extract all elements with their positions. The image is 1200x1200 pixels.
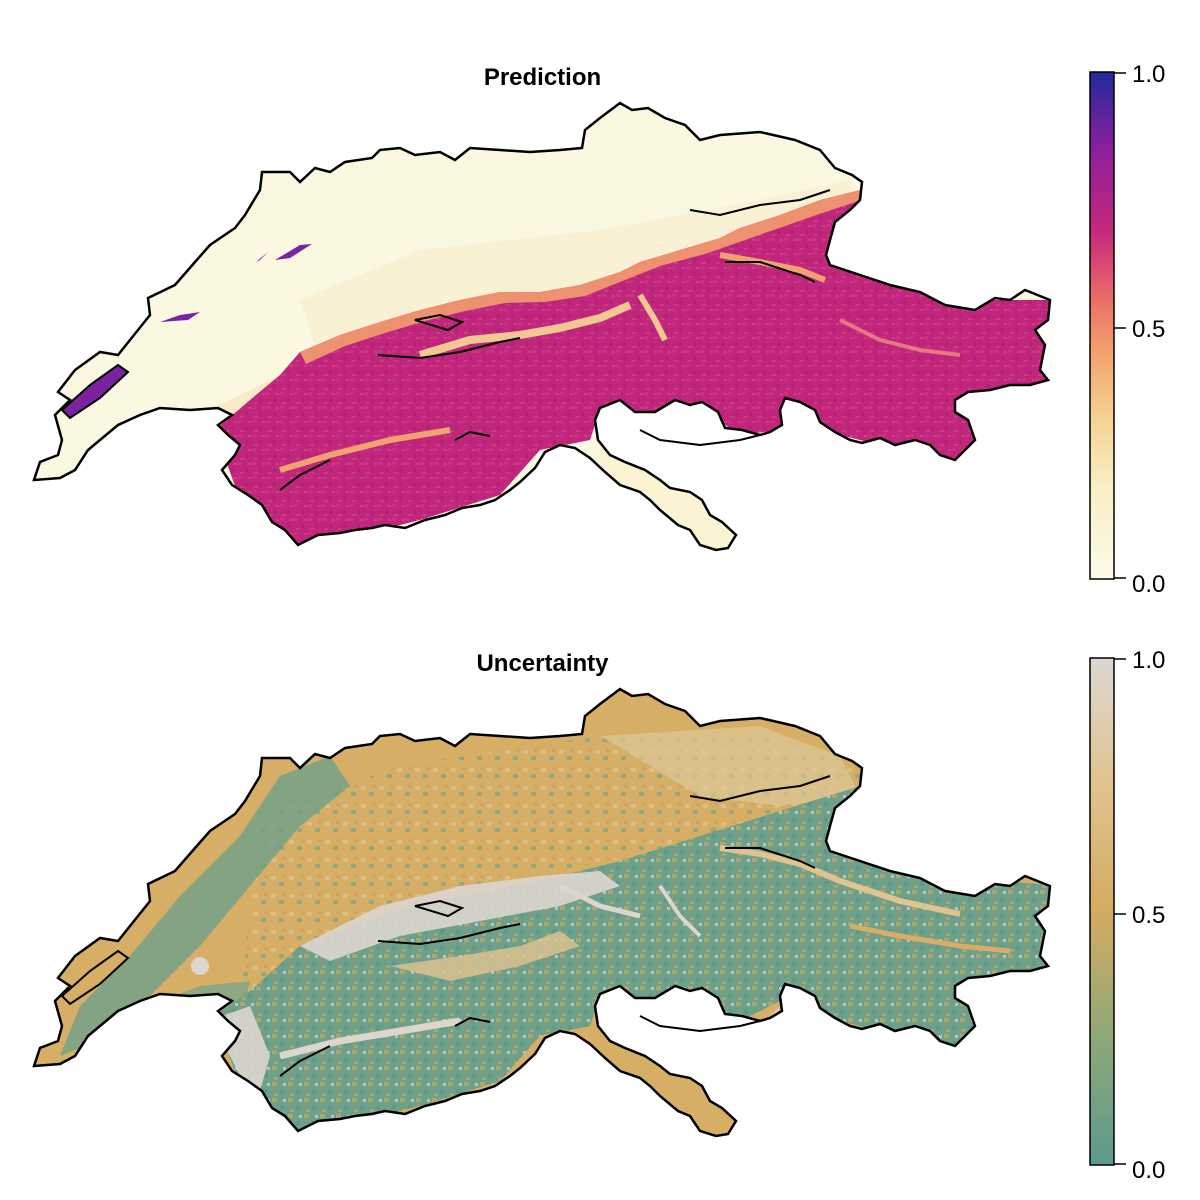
- uncertainty-panel: Uncertainty: [0, 586, 1200, 1186]
- prediction-map-svg: 1.0 0.5 0.0: [32, 61, 1165, 598]
- prediction-colorbar: 1.0 0.5 0.0: [1089, 61, 1165, 598]
- colorbar-gradient: [1089, 71, 1115, 580]
- colorbar-tick-label: 0.0: [1132, 571, 1165, 598]
- colorbar-tick-label: 0.0: [1132, 1157, 1165, 1184]
- colorbar-tick-label: 1.0: [1132, 61, 1165, 88]
- lake-outlines: [60, 775, 831, 1077]
- prediction-title: Prediction: [483, 64, 602, 91]
- colorbar-tick-label: 0.5: [1132, 316, 1165, 343]
- colorbar-tick-label: 1.0: [1132, 647, 1165, 674]
- colorbar-tick-label: 0.5: [1132, 902, 1165, 929]
- lake-outlines: [60, 189, 831, 491]
- colorbar-gradient: [1089, 657, 1115, 1166]
- prediction-panel: Prediction: [32, 61, 1165, 598]
- uncertainty-colorbar: 1.0 0.5 0.0: [1089, 647, 1165, 1184]
- uncertainty-map-svg: 1.0 0.5 0.0: [32, 647, 1165, 1184]
- uncertainty-title: Uncertainty: [476, 650, 609, 677]
